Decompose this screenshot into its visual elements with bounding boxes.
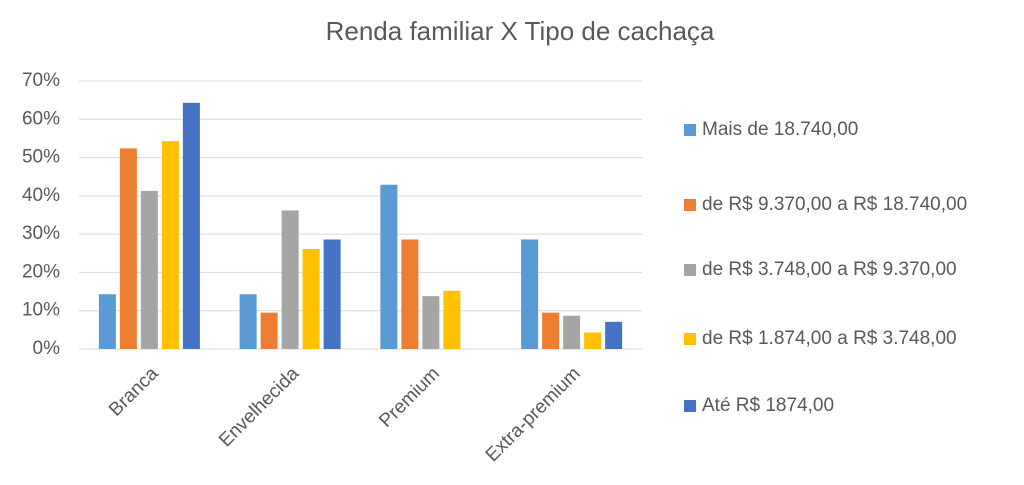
bar [260, 312, 278, 349]
bar [443, 290, 461, 349]
bar [302, 249, 320, 349]
bar [239, 294, 257, 349]
bar [584, 332, 602, 349]
chart-title: Renda familiar X Tipo de cachaça [326, 16, 715, 46]
y-tick-label: 40% [22, 185, 60, 206]
bar [98, 294, 116, 349]
y-tick-label: 30% [22, 223, 60, 244]
y-tick-label: 50% [22, 147, 60, 168]
x-tick-label: Premium [375, 363, 444, 432]
x-tick-label: Branca [105, 363, 163, 421]
legend-label: de R$ 9.370,00 a R$ 18.740,00 [702, 194, 967, 215]
legend-swatch [684, 264, 696, 276]
y-tick-label: 10% [22, 300, 60, 321]
x-tick-label: Extra-premium [482, 363, 585, 466]
bar [542, 312, 560, 349]
legend-label: Até R$ 1874,00 [702, 395, 834, 416]
x-tick-label: Envelhecida [215, 363, 303, 451]
legend-swatch [684, 333, 696, 345]
legend-label: Mais de 18.740,00 [702, 119, 858, 140]
bar [140, 190, 158, 349]
y-tick-label: 70% [22, 70, 60, 91]
bar [281, 210, 299, 349]
bar [380, 184, 398, 349]
legend-label: de R$ 1.874,00 a R$ 3.748,00 [702, 328, 957, 349]
bar [563, 315, 581, 349]
legend-swatch [684, 199, 696, 211]
legend-swatch [684, 400, 696, 412]
bar [422, 296, 440, 349]
bar [161, 141, 179, 349]
y-tick-label: 20% [22, 261, 60, 282]
bar [323, 239, 341, 349]
bar [182, 102, 200, 349]
bar [401, 239, 419, 349]
y-tick-label: 0% [33, 338, 61, 359]
bar [605, 321, 623, 349]
bar [521, 239, 539, 349]
y-tick-label: 60% [22, 108, 60, 129]
bar [119, 148, 137, 349]
legend-label: de R$ 3.748,00 a R$ 9.370,00 [702, 259, 957, 280]
legend-swatch [684, 124, 696, 136]
